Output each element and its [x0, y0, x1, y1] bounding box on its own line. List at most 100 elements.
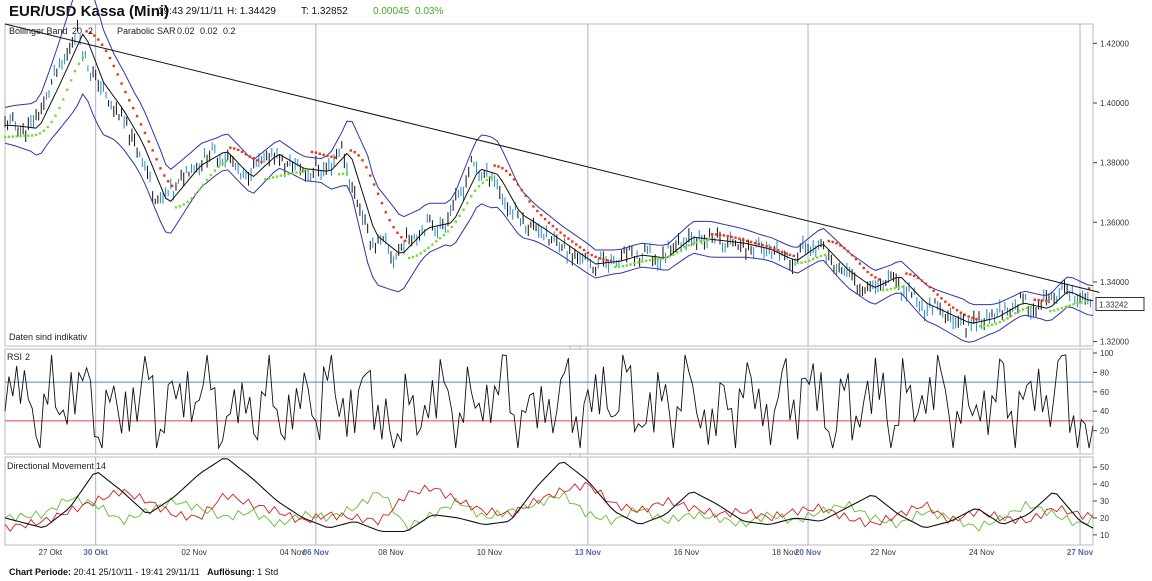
sar-dot-down [135, 114, 139, 118]
chart-panels [4, 23, 1094, 546]
sar-dot-up [1029, 305, 1033, 309]
sar-dot-down [936, 293, 939, 296]
sar-dot-up [264, 178, 267, 181]
sar-dot-down [516, 183, 520, 186]
bollinger-lower-band [4, 92, 1094, 343]
rsi-tick-label: 60 [1100, 388, 1109, 397]
sar-dot-down [120, 82, 123, 85]
sar-dot-down [916, 276, 920, 280]
sar-dot-up [1076, 302, 1079, 305]
legend-sar-label: Parabolic SAR [117, 26, 176, 36]
sar-dot-down [714, 233, 718, 236]
sar-dot-up [198, 188, 201, 191]
sar-dot-up [62, 98, 65, 101]
sar-dot-up [50, 120, 53, 124]
rsi-tick-label: 100 [1100, 349, 1114, 358]
sar-dot-up [3, 135, 7, 139]
sar-dot-down [334, 156, 337, 159]
sar-dot-down [497, 165, 500, 168]
sar-dot-up [815, 256, 819, 259]
sar-dot-down [520, 188, 523, 192]
sar-dot-down [318, 152, 321, 155]
sar-dot-down [924, 282, 928, 285]
sar-dot-up [182, 203, 185, 206]
legend-bollinger-period: 20 [72, 26, 82, 36]
sar-dot-down [240, 150, 244, 154]
x-axis-label: 27 Nov [1067, 548, 1094, 557]
sar-dot-down [792, 254, 795, 258]
sar-dot-down [835, 242, 838, 245]
price-tick-label: 1.36000 [1100, 218, 1129, 227]
sar-dot-down [602, 258, 605, 261]
sar-dot-down [928, 285, 931, 289]
sar-dot-down [858, 262, 862, 265]
sar-dot-down [163, 174, 166, 177]
sar-dot-down [940, 297, 943, 300]
sar-dot-up [979, 325, 982, 328]
sar-dot-down [598, 257, 601, 260]
rsi-legend-label: RSI [7, 352, 22, 362]
sar-dot-down [512, 178, 516, 181]
sar-dot-down [594, 255, 597, 259]
sar-dot-up [81, 56, 84, 60]
bollinger-middle-band [5, 33, 1094, 324]
price-tick-label: 1.34000 [1100, 278, 1129, 287]
sar-dot-down [353, 150, 356, 154]
sar-dot-up [889, 287, 893, 291]
sar-dot-up [637, 261, 640, 264]
sar-dot-down [493, 164, 496, 167]
sar-dot-down [524, 194, 527, 198]
sar-dot-up [983, 324, 986, 328]
sar-dot-up [42, 129, 46, 132]
sar-dot-down [256, 159, 259, 162]
sar-dot-down [920, 279, 924, 282]
x-axis-label: 22 Nov [870, 548, 895, 557]
sar-dot-up [415, 254, 419, 257]
sar-dot-down [365, 166, 368, 169]
resolution-value: 1 Std [257, 567, 279, 577]
sar-dot-up [190, 197, 193, 200]
price-tick-label: 1.40000 [1100, 99, 1129, 108]
sar-dot-down [112, 64, 115, 68]
dm-adx-line [4, 458, 1094, 533]
sar-dot-up [473, 189, 477, 192]
sar-dot-up [660, 257, 663, 260]
sar-dot-up [1025, 306, 1029, 310]
sar-dot-up [435, 240, 438, 243]
sar-dot-down [839, 244, 842, 247]
sar-dot-down [955, 309, 959, 312]
sar-dot-down [734, 236, 737, 239]
sar-dot-up [672, 253, 675, 256]
sar-dot-up [986, 324, 990, 327]
last-price-label: 1.33242 [1099, 300, 1128, 309]
sar-dot-up [1049, 309, 1052, 313]
sar-dot-up [287, 172, 290, 176]
dm-tick-label: 10 [1100, 531, 1109, 540]
sar-dot-up [454, 220, 457, 223]
sar-dot-up [1052, 309, 1056, 312]
legend-sar-step: 0.02 [177, 26, 195, 36]
sar-dot-down [229, 146, 232, 149]
sar-dot-up [994, 322, 998, 325]
sar-dot-up [186, 200, 189, 204]
sar-dot-up [11, 135, 14, 138]
sar-dot-down [854, 258, 858, 261]
x-axis-label: 10 Nov [477, 548, 502, 557]
sar-dot-up [291, 172, 294, 175]
sar-dot-up [621, 264, 625, 268]
sar-dot-up [990, 323, 994, 326]
sar-dot-down [722, 234, 726, 237]
dm-tick-label: 50 [1100, 463, 1109, 472]
x-axis-label: 02 Nov [181, 548, 206, 557]
sar-dot-up [676, 251, 679, 254]
sar-dot-down [971, 316, 974, 320]
sar-dot-down [1045, 299, 1048, 302]
x-axis-label: 24 Nov [969, 548, 994, 557]
sar-dot-up [178, 205, 182, 208]
sar-dot-up [279, 174, 283, 177]
legend-bollinger-label: Bollinger Band [9, 26, 68, 36]
sar-dot-down [769, 246, 772, 249]
sar-dot-down [100, 43, 104, 46]
price-tick-label: 1.42000 [1100, 39, 1129, 48]
sar-dot-down [590, 253, 593, 257]
